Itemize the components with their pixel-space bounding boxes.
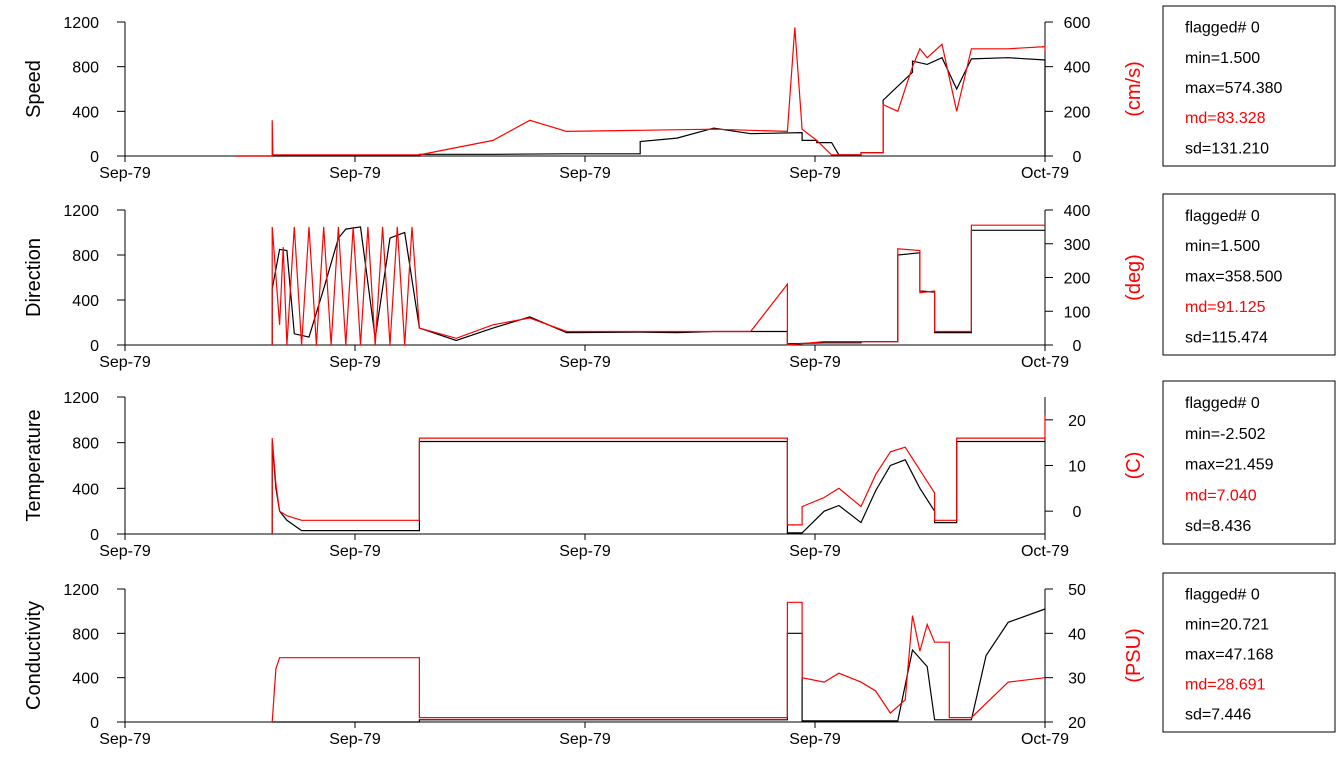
x-tick-label: Sep-79 xyxy=(99,165,151,182)
y-tick-label-right: 100 xyxy=(1064,304,1091,321)
x-tick-label: Oct-79 xyxy=(1021,354,1069,371)
x-tick-label: Sep-79 xyxy=(789,543,841,560)
stat-md: md=28.691 xyxy=(1185,677,1266,694)
x-tick-label: Sep-79 xyxy=(329,731,381,748)
stat-sd: sd=7.446 xyxy=(1185,707,1251,724)
stat-flagged: flagged# 0 xyxy=(1185,395,1260,412)
y-tick-label-right: 20 xyxy=(1068,715,1086,732)
y-tick-label-right: 200 xyxy=(1064,271,1091,288)
series-line-red xyxy=(235,27,1046,157)
stat-min: min=-2.502 xyxy=(1185,426,1266,443)
y-tick-label-left: 400 xyxy=(72,104,99,121)
series-line-red xyxy=(271,601,1046,723)
x-tick-label: Sep-79 xyxy=(99,543,151,560)
y-tick-label-left: 1200 xyxy=(63,390,99,407)
x-tick-label: Sep-79 xyxy=(99,354,151,371)
stat-max: max=47.168 xyxy=(1185,647,1274,664)
x-tick-label: Oct-79 xyxy=(1021,731,1069,748)
stats-box xyxy=(1162,380,1336,545)
stat-max: max=21.459 xyxy=(1185,457,1274,474)
series-line-black xyxy=(272,608,1046,723)
y-tick-label-left: 0 xyxy=(90,338,99,355)
x-tick-label: Oct-79 xyxy=(1021,543,1069,560)
y-axis-title-right: (cm/s) xyxy=(1123,61,1145,117)
y-tick-label-left: 400 xyxy=(72,293,99,310)
y-tick-label-right: 200 xyxy=(1064,104,1091,121)
y-axis-title-right: (C) xyxy=(1123,452,1145,480)
y-tick-label-left: 800 xyxy=(72,626,99,643)
stats-box xyxy=(1162,572,1336,733)
stat-min: min=1.500 xyxy=(1185,50,1260,67)
y-tick-label-right: 20 xyxy=(1068,413,1086,430)
stat-sd: sd=131.210 xyxy=(1185,140,1269,157)
x-tick-label: Sep-79 xyxy=(559,731,611,748)
y-tick-label-right: 400 xyxy=(1064,60,1091,77)
y-tick-label-right: 10 xyxy=(1068,459,1086,476)
y-axis-title-right: (PSU) xyxy=(1123,628,1145,682)
y-tick-label-left: 1200 xyxy=(63,15,99,32)
y-tick-label-left: 800 xyxy=(72,436,99,453)
x-tick-label: Sep-79 xyxy=(329,165,381,182)
y-tick-label-right: 50 xyxy=(1068,582,1086,599)
y-tick-label-right: 30 xyxy=(1068,671,1086,688)
stat-min: min=20.721 xyxy=(1185,617,1269,634)
stats-box xyxy=(1162,5,1336,167)
y-tick-label-right: 400 xyxy=(1064,203,1091,220)
stat-flagged: flagged# 0 xyxy=(1185,20,1260,37)
stat-flagged: flagged# 0 xyxy=(1185,587,1260,604)
stat-max: max=358.500 xyxy=(1185,269,1283,286)
series-line-red xyxy=(271,415,1046,534)
series-line-red xyxy=(271,224,1045,346)
stat-flagged: flagged# 0 xyxy=(1185,208,1260,225)
series-line-black xyxy=(271,226,1045,345)
x-tick-label: Sep-79 xyxy=(559,543,611,560)
x-tick-label: Sep-79 xyxy=(329,543,381,560)
y-tick-label-left: 400 xyxy=(72,481,99,498)
x-tick-label: Sep-79 xyxy=(789,354,841,371)
x-tick-label: Sep-79 xyxy=(789,165,841,182)
y-tick-label-right: 600 xyxy=(1064,15,1091,32)
y-tick-label-left: 0 xyxy=(90,527,99,544)
y-axis-title-left: Direction xyxy=(23,238,45,317)
x-tick-label: Sep-79 xyxy=(329,354,381,371)
stat-md: md=91.125 xyxy=(1185,299,1266,316)
y-tick-label-left: 1200 xyxy=(63,582,99,599)
y-axis-title-left: Speed xyxy=(23,60,45,118)
stats-box xyxy=(1162,193,1336,356)
x-tick-label: Sep-79 xyxy=(559,354,611,371)
stat-md: md=83.328 xyxy=(1185,110,1266,127)
stat-max: max=574.380 xyxy=(1185,80,1283,97)
y-tick-label-left: 0 xyxy=(90,149,99,166)
y-tick-label-right: 0 xyxy=(1073,338,1082,355)
y-tick-label-left: 800 xyxy=(72,60,99,77)
y-tick-label-left: 800 xyxy=(72,248,99,265)
y-tick-label-right: 0 xyxy=(1073,504,1082,521)
y-tick-label-right: 300 xyxy=(1064,237,1091,254)
stat-md: md=7.040 xyxy=(1185,487,1257,504)
series-line-black xyxy=(235,56,1046,157)
y-tick-label-right: 40 xyxy=(1068,626,1086,643)
stat-sd: sd=115.474 xyxy=(1185,329,1268,346)
stat-sd: sd=8.436 xyxy=(1185,518,1251,535)
y-axis-title-left: Temperature xyxy=(23,409,45,521)
y-axis-title-left: Conductivity xyxy=(23,601,45,710)
x-tick-label: Sep-79 xyxy=(99,731,151,748)
y-tick-label-right: 0 xyxy=(1073,149,1082,166)
x-tick-label: Sep-79 xyxy=(559,165,611,182)
y-tick-label-left: 400 xyxy=(72,671,99,688)
y-tick-label-left: 1200 xyxy=(63,203,99,220)
x-tick-label: Oct-79 xyxy=(1021,165,1069,182)
stat-min: min=1.500 xyxy=(1185,238,1260,255)
y-axis-title-right: (deg) xyxy=(1123,254,1145,301)
y-tick-label-left: 0 xyxy=(90,715,99,732)
x-tick-label: Sep-79 xyxy=(789,731,841,748)
